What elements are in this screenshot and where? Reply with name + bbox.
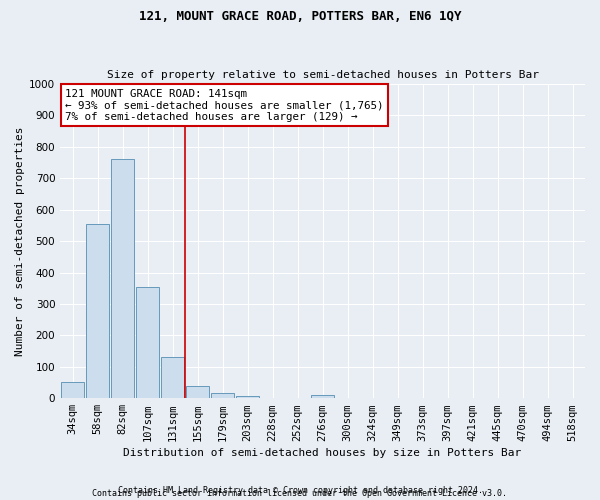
Text: 121, MOUNT GRACE ROAD, POTTERS BAR, EN6 1QY: 121, MOUNT GRACE ROAD, POTTERS BAR, EN6 … — [139, 10, 461, 23]
Text: Contains public sector information licensed under the Open Government Licence v3: Contains public sector information licen… — [92, 490, 508, 498]
Bar — [112, 160, 134, 398]
Bar — [236, 396, 259, 398]
Bar — [86, 224, 109, 398]
Text: 121 MOUNT GRACE ROAD: 141sqm
← 93% of semi-detached houses are smaller (1,765)
7: 121 MOUNT GRACE ROAD: 141sqm ← 93% of se… — [65, 89, 384, 122]
Bar — [136, 286, 159, 398]
Bar — [211, 392, 234, 398]
Bar — [161, 358, 184, 398]
Bar — [61, 382, 84, 398]
Title: Size of property relative to semi-detached houses in Potters Bar: Size of property relative to semi-detach… — [107, 70, 539, 81]
Y-axis label: Number of semi-detached properties: Number of semi-detached properties — [15, 126, 25, 356]
Text: Contains HM Land Registry data © Crown copyright and database right 2024.: Contains HM Land Registry data © Crown c… — [118, 486, 482, 495]
X-axis label: Distribution of semi-detached houses by size in Potters Bar: Distribution of semi-detached houses by … — [124, 448, 522, 458]
Bar — [311, 395, 334, 398]
Bar — [187, 386, 209, 398]
